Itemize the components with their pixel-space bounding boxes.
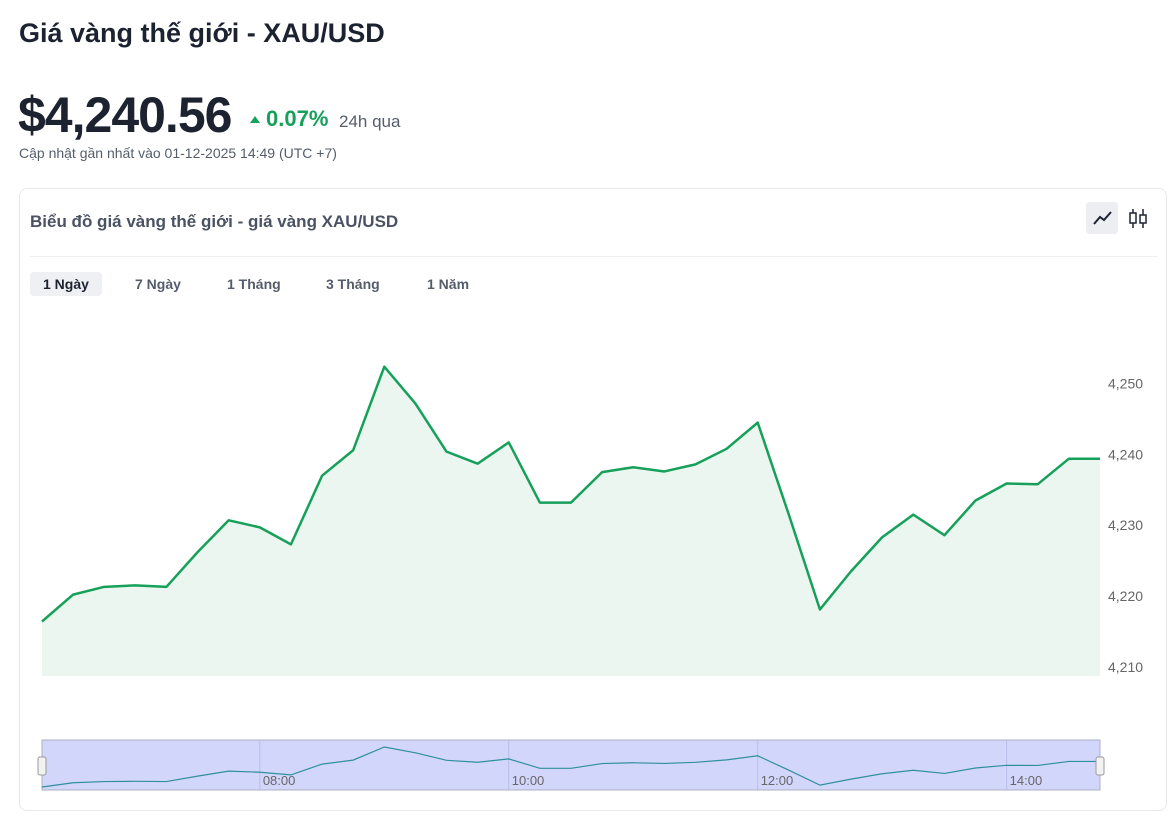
range-tab[interactable]: 7 Ngày xyxy=(135,276,181,292)
page-title: Giá vàng thế giới - XAU/USD xyxy=(19,18,385,48)
navigator-handle xyxy=(1095,756,1105,776)
divider xyxy=(30,256,1158,257)
range-tab[interactable]: 1 Ngày xyxy=(30,272,102,296)
range-tab[interactable]: 1 Tháng xyxy=(227,276,281,292)
x-tick-label: 10:00 xyxy=(512,773,545,788)
navigator xyxy=(41,739,1101,791)
line xyxy=(41,365,1100,623)
y-tick-label: 4,210 xyxy=(1108,659,1143,675)
x-tick-label: 14:00 xyxy=(1010,773,1043,788)
y-tick-label: 4,230 xyxy=(1108,517,1143,533)
line-chart-button[interactable] xyxy=(1086,202,1118,234)
x-tick-label: 12:00 xyxy=(761,773,794,788)
up-arrow xyxy=(250,116,260,123)
navigator-line xyxy=(41,746,1100,788)
card-title: Biểu đồ giá vàng thế giới - giá vàng XAU… xyxy=(30,212,399,231)
candlestick-button[interactable] xyxy=(1122,202,1154,234)
y-tick-label: 4,250 xyxy=(1108,376,1143,392)
y-tick-label: 4,220 xyxy=(1108,588,1143,604)
range-tab[interactable]: 1 Năm xyxy=(427,276,470,292)
navigator-handle xyxy=(37,756,47,776)
range-tab[interactable]: 3 Tháng xyxy=(326,276,380,292)
price: $4,240.56 xyxy=(18,87,232,143)
updated-time: Cập nhật gần nhất vào 01-12-2025 14:49 (… xyxy=(19,145,337,161)
x-tick-label: 08:00 xyxy=(263,773,296,788)
period: 24h qua xyxy=(339,112,401,131)
y-tick-label: 4,240 xyxy=(1108,446,1143,462)
area xyxy=(42,366,1100,676)
chart-card xyxy=(19,188,1167,811)
change: 0.07% xyxy=(266,106,329,131)
